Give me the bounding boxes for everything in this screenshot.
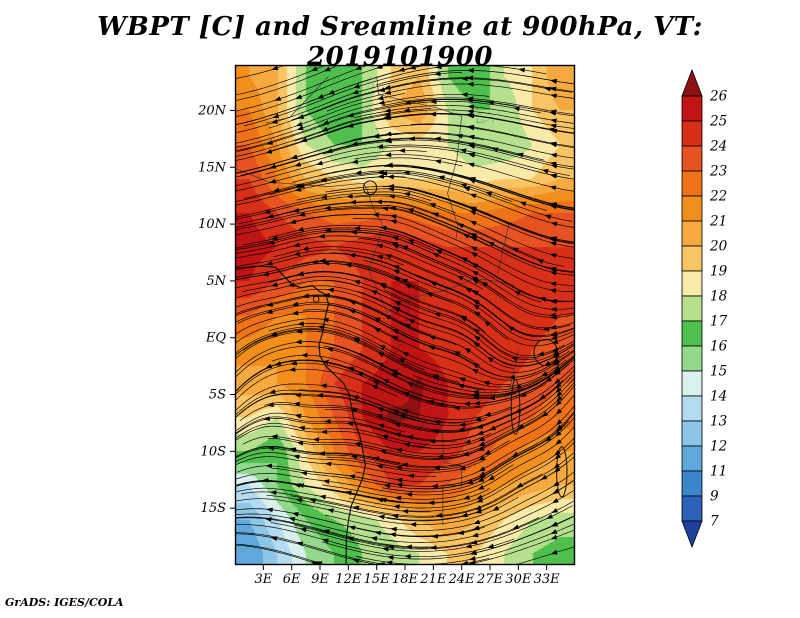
colorbar-band [681,170,703,197]
plot-title: WBPT [C] and Sreamline at 900hPa, VT: 20… [97,12,703,72]
colorbar-label: 19 [710,264,728,280]
colorbar-label: 21 [709,214,727,230]
colorbar: 26 25 24 23 22 21 20 19 18 17 16 15 14 13 12 11 9 7 [681,68,728,549]
colorbar-band [681,345,703,372]
map-graphics [234,64,576,566]
colorbar-label: 23 [709,164,727,180]
colorbar-band [681,420,703,447]
lat-tick-label: 10N [198,217,227,232]
colorbar-band [681,270,703,297]
colorbar-band [681,470,703,497]
lat-tick-label: 5N [206,274,226,289]
grads-credit: GrADS: IGES/COLA [5,596,124,609]
axes: 3E 6E 9E 12E 15E 18E 21E 24E 27E 30E 33E 20N 15N 10N 5… [197,103,560,587]
colorbar-triangle-bottom [681,520,703,549]
colorbar-band [681,220,703,247]
lon-tick-label: 15E [364,572,391,587]
colorbar-label: 24 [709,139,727,155]
colorbar-band [681,195,703,222]
colorbar-label: 15 [710,364,727,380]
lat-tick-label: 10S [201,444,227,459]
lon-tick-label: 33E [534,572,561,587]
lon-tick-label: 18E [392,572,419,587]
colorbar-label: 18 [710,289,728,305]
lat-tick-label: 5S [209,388,226,403]
lat-tick-label: 20N [197,103,227,118]
colorbar-band [681,295,703,322]
colorbar-band [681,320,703,347]
lon-tick-label: 30E [505,572,532,587]
lon-tick-label: 21E [419,572,447,587]
lat-tick-label: 15S [201,501,227,516]
colorbar-band [681,395,703,422]
colorbar-label: 7 [710,514,719,530]
lat-tick-label: 15N [198,160,227,175]
colorbar-band [681,245,703,272]
colorbar-triangle-top [681,68,703,97]
streamlines-path [235,65,575,565]
colorbar-label: 17 [710,314,728,330]
lon-tick-label: 9E [311,572,329,587]
lat-tick-label: EQ [205,331,226,346]
colorbar-label: 13 [710,414,727,430]
colorbar-band [681,145,703,172]
colorbar-band [681,120,703,147]
lon-tick-label: 27E [476,572,504,587]
colorbar-label: 12 [710,439,727,455]
colorbar-label: 14 [710,389,727,405]
colorbar-label: 16 [710,339,728,355]
colorbar-label: 26 [709,89,728,105]
colorbar-label: 20 [709,239,728,255]
colorbar-band [681,495,703,522]
colorbar-label: 22 [709,189,727,205]
lon-tick-label: 12E [335,572,362,587]
colorbar-band [681,95,703,122]
colorbar-band [681,445,703,472]
colorbar-label: 9 [710,489,719,505]
lon-tick-label: 3E [254,572,272,587]
colorbar-label: 25 [709,114,727,130]
colorbar-band [681,370,703,397]
lon-tick-label: 24E [448,572,476,587]
map-frame [234,64,576,566]
colorbar-label: 11 [710,464,727,480]
lon-tick-label: 6E [283,572,301,587]
